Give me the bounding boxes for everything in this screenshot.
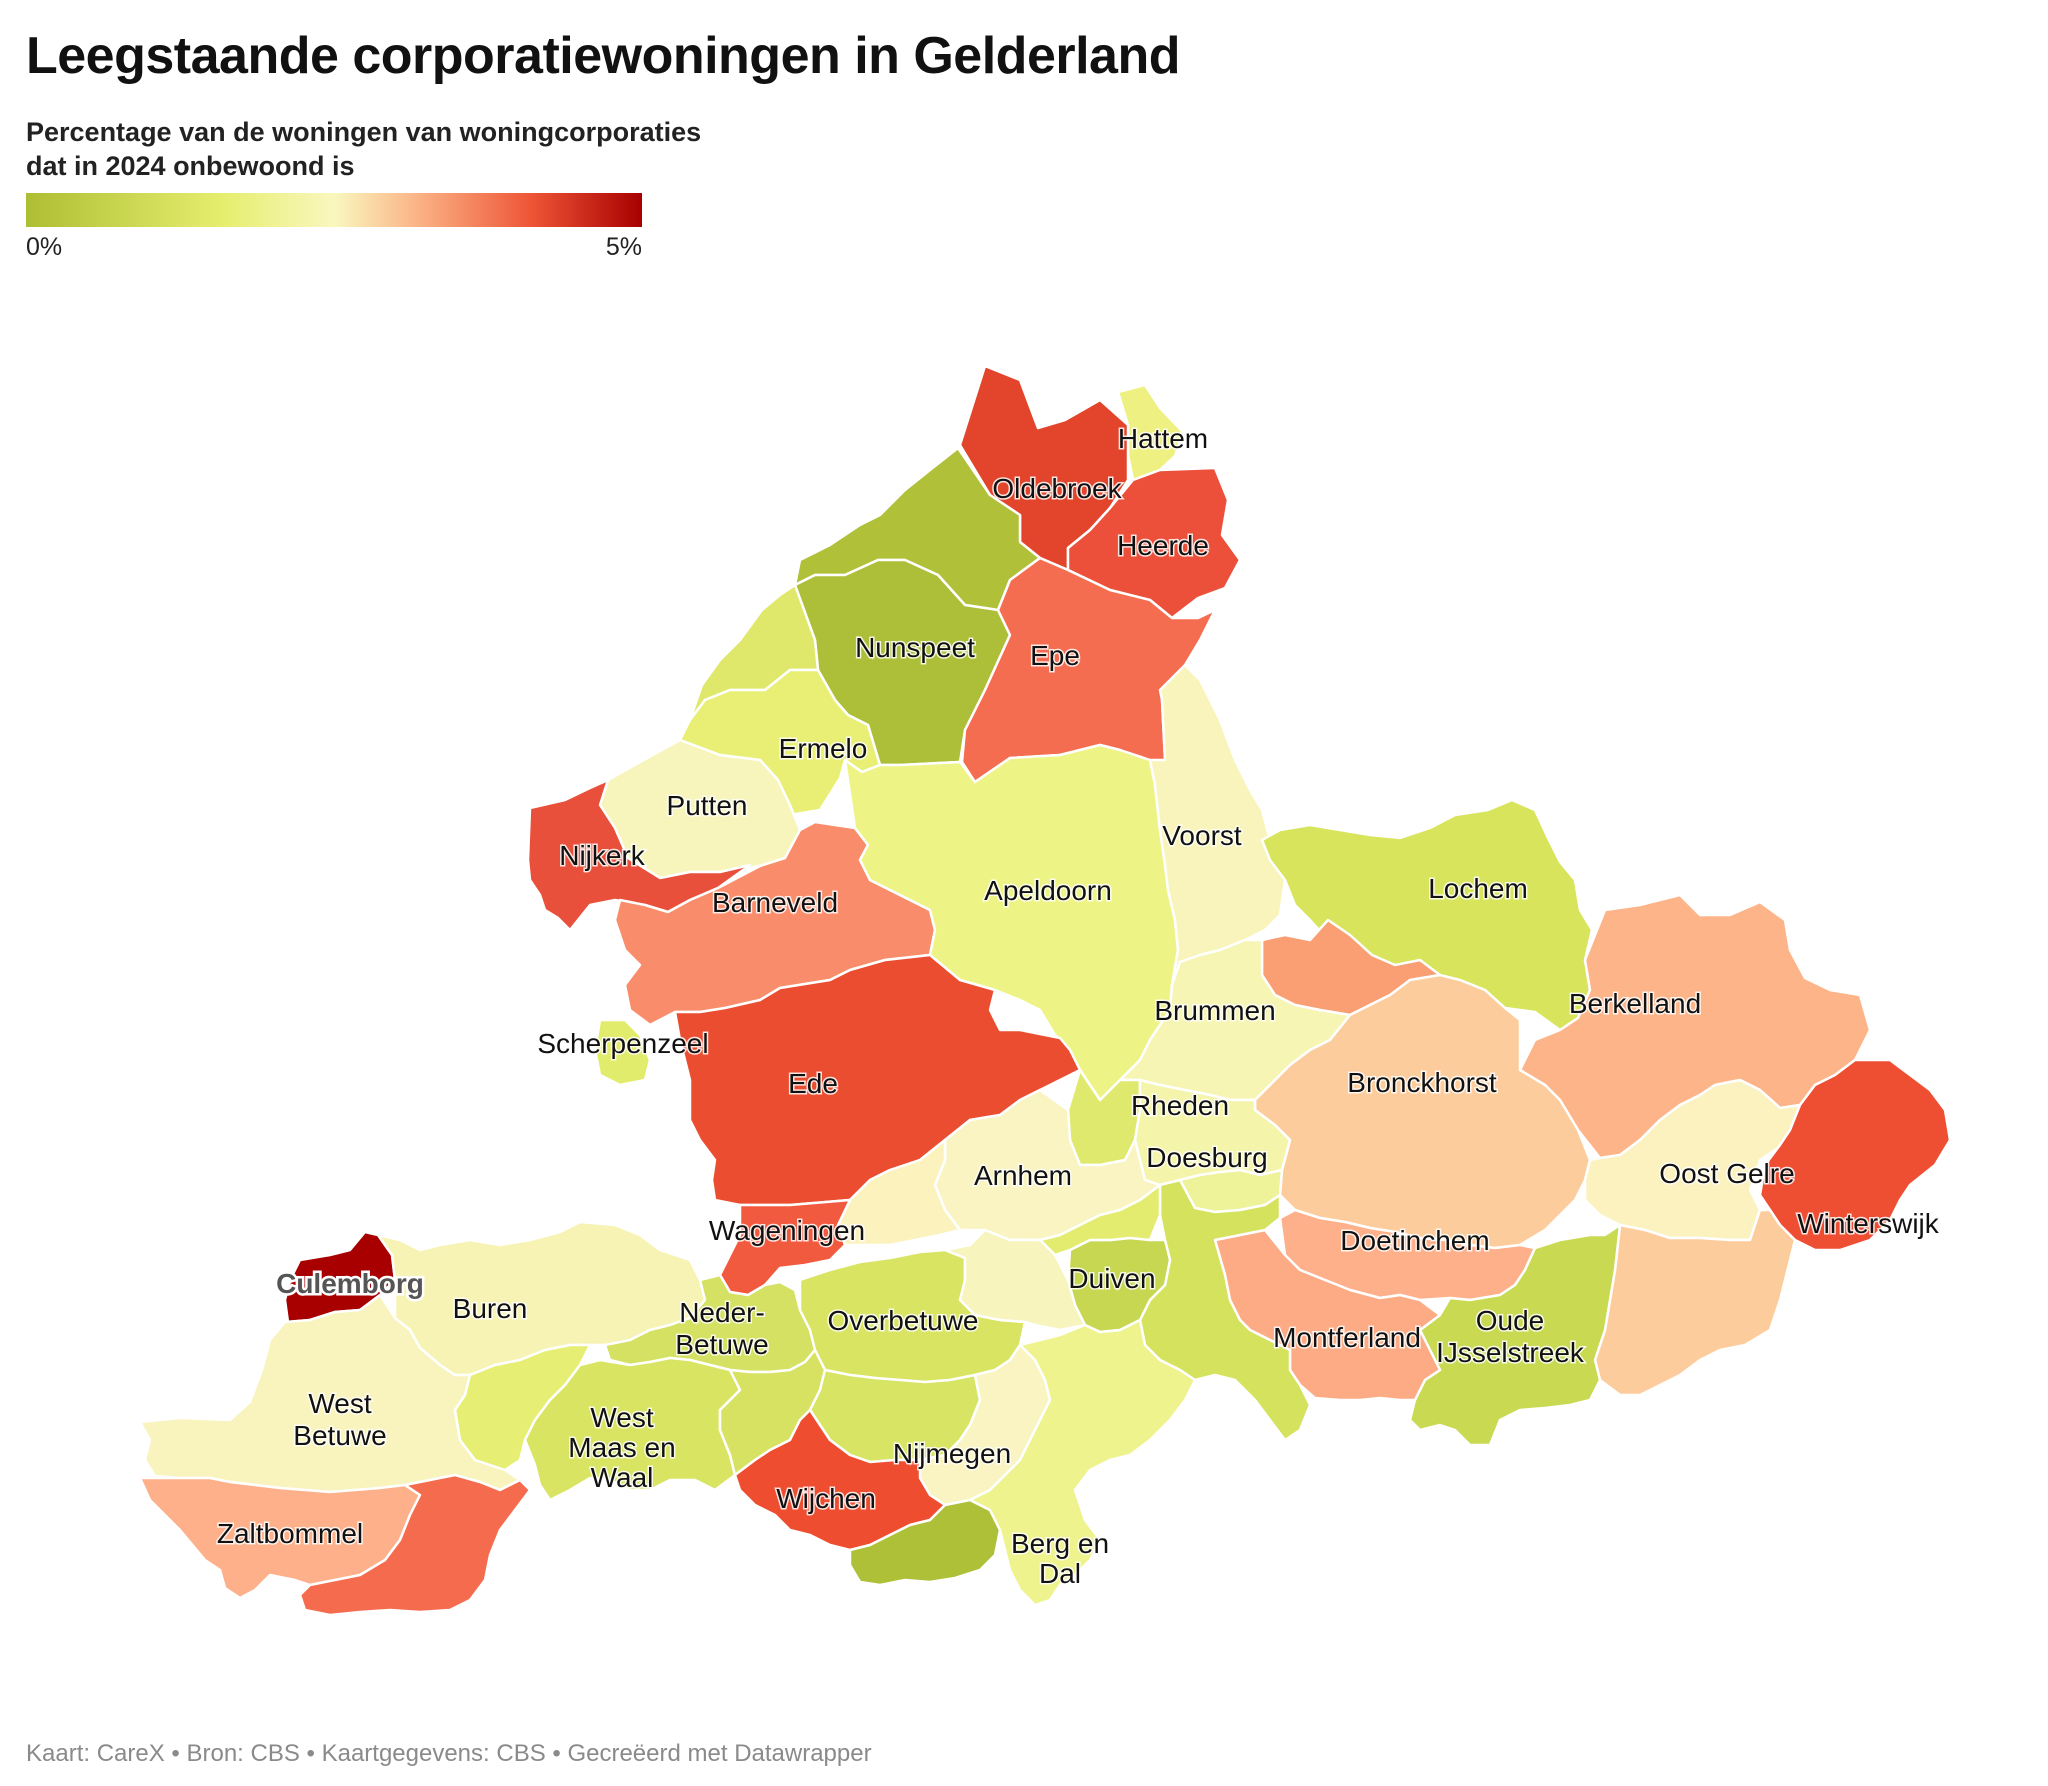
label-ede: Ede: [788, 1068, 838, 1099]
municipality-renkum[interactable]: [836, 1138, 962, 1247]
label-zaltbommel: Zaltbommel: [217, 1518, 363, 1549]
label-bergendal: Berg en Dal: [1011, 1528, 1109, 1589]
label-voorst: Voorst: [1162, 820, 1242, 851]
municipality-aalten[interactable]: [1593, 1208, 1797, 1397]
label-doesburg: Doesburg: [1146, 1142, 1267, 1173]
municipality-maasdriel[interactable]: [298, 1473, 532, 1617]
legend-max-label: 5%: [605, 233, 642, 261]
municipality-scherpenzeel[interactable]: [593, 1018, 652, 1087]
municipality-lingewaard[interactable]: [943, 1228, 1087, 1332]
municipality-bergendal[interactable]: [968, 1318, 1197, 1607]
label-bronckhorst: Bronckhorst: [1347, 1067, 1497, 1098]
label-epe: Epe: [1030, 640, 1080, 671]
label-overbetuwe: Overbetuwe: [828, 1305, 979, 1336]
municipality-winterswijk[interactable]: [1758, 1058, 1952, 1252]
label-winterswijk: Winterswijk: [1797, 1208, 1940, 1239]
label-duiven: Duiven: [1068, 1263, 1155, 1294]
label-berkelland: Berkelland: [1569, 988, 1701, 1019]
label-brummen: Brummen: [1154, 995, 1275, 1026]
label-doetinchem: Doetinchem: [1340, 1225, 1489, 1256]
label-lochem: Lochem: [1428, 873, 1528, 904]
label-nederbetuwe: Neder-Betuwe: [675, 1297, 768, 1360]
label-oldebroek: Oldebroek: [992, 473, 1122, 504]
label-culemborg: Culemborg: [276, 1268, 424, 1299]
municipality-wijchen[interactable]: [733, 1408, 947, 1552]
municipality-heerde[interactable]: [1066, 466, 1242, 620]
label-scherpenzeel: Scherpenzeel: [537, 1028, 708, 1059]
label-nunspeet: Nunspeet: [855, 632, 975, 663]
label-wijchen: Wijchen: [776, 1483, 876, 1514]
municipality-heumen[interactable]: [848, 1498, 1002, 1587]
label-westbetuwe: West Betuwe: [293, 1388, 386, 1451]
label-oostgelre: Oost Gelre: [1659, 1158, 1794, 1189]
municipality-oudeijsselstreek[interactable]: [1408, 1223, 1622, 1447]
chart-title: Leegstaande corporatiewoningen in Gelder…: [26, 27, 1181, 85]
label-montferland: Montferland: [1273, 1322, 1421, 1353]
color-legend: 0% 5%: [26, 193, 642, 261]
chart-subtitle: Percentage van de woningen van woningcor…: [26, 117, 702, 181]
label-buren: Buren: [453, 1293, 528, 1324]
municipality-westmaasenwaal[interactable]: [523, 1356, 742, 1502]
label-oudeijsselstreek: Oude IJsselstreek: [1436, 1305, 1585, 1368]
municipality-westervoort[interactable]: [1038, 1183, 1162, 1257]
source-footer: Kaart: CareX • Bron: CBS • Kaartgegevens…: [26, 1740, 872, 1767]
label-rheden: Rheden: [1131, 1090, 1229, 1121]
legend-gradient-bar: [26, 193, 642, 227]
label-ermelo: Ermelo: [779, 733, 868, 764]
label-putten: Putten: [667, 790, 748, 821]
label-wageningen: Wageningen: [709, 1215, 865, 1246]
label-westmaasenwaal: West Maas en Waal: [568, 1402, 675, 1493]
label-nijmegen: Nijmegen: [893, 1438, 1011, 1469]
label-nijkerk: Nijkerk: [559, 840, 646, 871]
label-barneveld: Barneveld: [712, 887, 838, 918]
municipality-wageningen[interactable]: [718, 1198, 852, 1297]
label-hattem: Hattem: [1118, 423, 1208, 454]
label-heerde: Heerde: [1117, 530, 1209, 561]
label-arnhem: Arnhem: [974, 1160, 1072, 1191]
legend-min-label: 0%: [26, 233, 63, 261]
label-apeldoorn: Apeldoorn: [984, 875, 1112, 906]
